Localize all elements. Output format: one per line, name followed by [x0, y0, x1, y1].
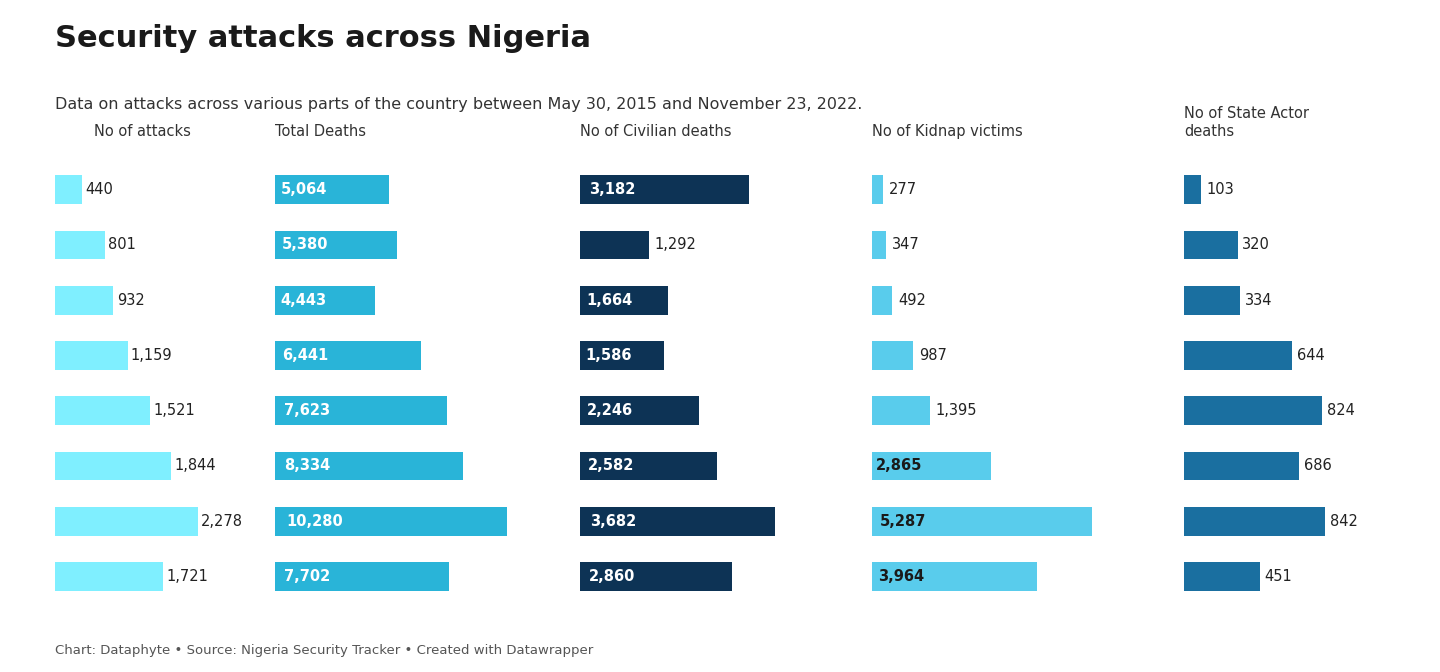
- Bar: [55, 175, 82, 204]
- Text: 2,865: 2,865: [877, 458, 923, 473]
- Text: Total Deaths: Total Deaths: [275, 124, 366, 138]
- Text: 7,623: 7,623: [284, 403, 330, 418]
- Bar: [871, 175, 883, 204]
- Bar: [275, 341, 420, 370]
- Text: 1,664: 1,664: [586, 293, 632, 308]
- Bar: [275, 562, 449, 591]
- Text: 334: 334: [1244, 293, 1272, 308]
- Bar: [55, 452, 171, 480]
- Bar: [1184, 452, 1299, 480]
- Bar: [580, 230, 648, 259]
- Text: 277: 277: [890, 182, 917, 197]
- Bar: [275, 230, 396, 259]
- Text: 5,064: 5,064: [281, 182, 328, 197]
- Text: Chart: Dataphyte • Source: Nigeria Security Tracker • Created with Datawrapper: Chart: Dataphyte • Source: Nigeria Secur…: [55, 644, 593, 657]
- Bar: [871, 452, 991, 480]
- Bar: [580, 452, 717, 480]
- Bar: [275, 507, 507, 536]
- Text: 1,521: 1,521: [154, 403, 196, 418]
- Text: 644: 644: [1296, 348, 1325, 363]
- Bar: [871, 562, 1037, 591]
- Text: 3,964: 3,964: [878, 569, 924, 584]
- Bar: [1184, 175, 1201, 204]
- Text: 2,582: 2,582: [588, 458, 634, 473]
- Bar: [871, 341, 913, 370]
- Text: 5,287: 5,287: [880, 513, 926, 529]
- Bar: [55, 341, 128, 370]
- Bar: [1184, 396, 1322, 425]
- Bar: [275, 396, 448, 425]
- Text: 2,860: 2,860: [589, 569, 635, 584]
- Text: 3,682: 3,682: [590, 513, 636, 529]
- Text: No of Kidnap victims: No of Kidnap victims: [871, 124, 1022, 138]
- Bar: [275, 175, 389, 204]
- Text: 801: 801: [108, 237, 137, 253]
- Bar: [580, 396, 700, 425]
- Bar: [871, 286, 891, 314]
- Bar: [55, 562, 163, 591]
- Bar: [580, 341, 664, 370]
- Text: 1,292: 1,292: [655, 237, 697, 253]
- Bar: [1184, 341, 1292, 370]
- Text: 440: 440: [86, 182, 114, 197]
- Bar: [1184, 562, 1260, 591]
- Text: 492: 492: [899, 293, 926, 308]
- Bar: [1184, 230, 1237, 259]
- Text: 8,334: 8,334: [284, 458, 331, 473]
- Text: No of State Actor
deaths: No of State Actor deaths: [1184, 106, 1309, 138]
- Bar: [1184, 286, 1240, 314]
- Text: 3,182: 3,182: [589, 182, 635, 197]
- Text: 103: 103: [1205, 182, 1234, 197]
- Text: 4,443: 4,443: [281, 293, 327, 308]
- Bar: [580, 286, 668, 314]
- Text: 7,702: 7,702: [284, 569, 330, 584]
- Bar: [1184, 507, 1325, 536]
- Text: 320: 320: [1243, 237, 1270, 253]
- Text: 1,721: 1,721: [166, 569, 209, 584]
- Text: 686: 686: [1303, 458, 1332, 473]
- Text: 987: 987: [919, 348, 946, 363]
- Bar: [55, 286, 114, 314]
- Text: 6,441: 6,441: [282, 348, 328, 363]
- Text: 2,278: 2,278: [202, 513, 243, 529]
- Bar: [275, 286, 376, 314]
- Bar: [275, 452, 464, 480]
- Text: 842: 842: [1329, 513, 1358, 529]
- Bar: [871, 507, 1092, 536]
- Text: Data on attacks across various parts of the country between May 30, 2015 and Nov: Data on attacks across various parts of …: [55, 97, 863, 112]
- Bar: [55, 507, 199, 536]
- Text: No of Civilian deaths: No of Civilian deaths: [580, 124, 732, 138]
- Text: 932: 932: [117, 293, 144, 308]
- Text: 1,395: 1,395: [936, 403, 978, 418]
- Text: 347: 347: [893, 237, 920, 253]
- Bar: [580, 175, 749, 204]
- Bar: [55, 230, 105, 259]
- Bar: [580, 507, 775, 536]
- Text: No of attacks: No of attacks: [95, 124, 192, 138]
- Bar: [55, 396, 150, 425]
- Bar: [871, 396, 930, 425]
- Text: 1,159: 1,159: [131, 348, 173, 363]
- Text: 2,246: 2,246: [588, 403, 634, 418]
- Text: Security attacks across Nigeria: Security attacks across Nigeria: [55, 24, 590, 52]
- Text: 1,844: 1,844: [174, 458, 216, 473]
- Text: 451: 451: [1264, 569, 1292, 584]
- Text: 5,380: 5,380: [282, 237, 328, 253]
- Text: 824: 824: [1326, 403, 1355, 418]
- Bar: [580, 562, 732, 591]
- Bar: [871, 230, 886, 259]
- Text: 10,280: 10,280: [287, 513, 343, 529]
- Text: 1,586: 1,586: [586, 348, 632, 363]
